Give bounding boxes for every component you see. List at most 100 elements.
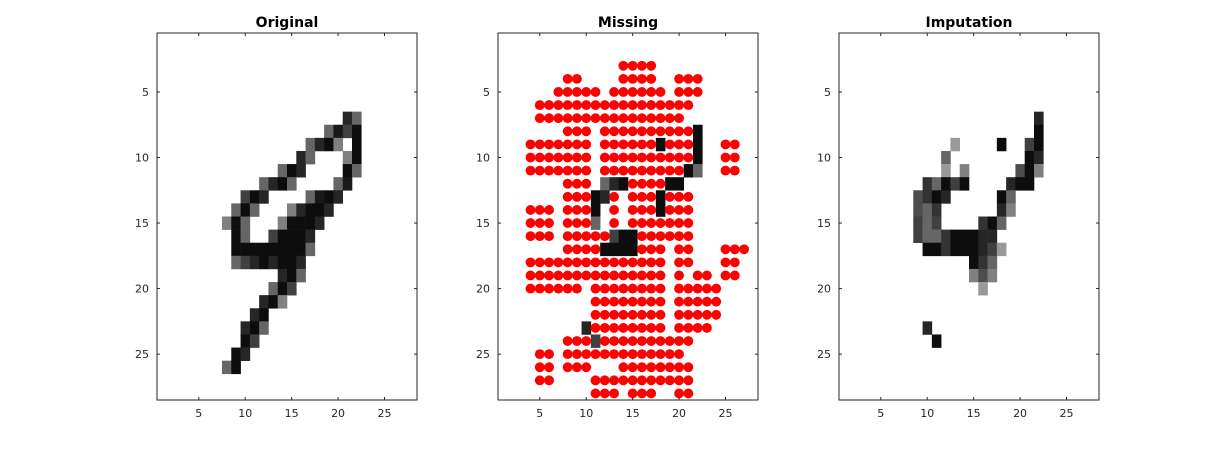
missing-marker — [572, 270, 582, 281]
image-pixel — [305, 229, 316, 244]
image-pixel — [987, 242, 998, 257]
image-pixel — [277, 177, 288, 191]
subplot-missing: Missing 5 10 15 20 25 5 10 15 20 25 — [476, 15, 759, 420]
missing-marker — [692, 322, 703, 333]
missing-marker — [674, 336, 684, 346]
missing-marker — [720, 152, 731, 163]
missing-marker — [655, 244, 666, 255]
image-pixel — [693, 150, 703, 165]
missing-marker — [692, 283, 703, 294]
missing-marker — [646, 126, 657, 137]
missing-marker — [544, 349, 554, 360]
missing-marker — [637, 257, 647, 268]
missing-marker — [655, 152, 666, 163]
missing-marker — [544, 100, 554, 111]
missing-marker — [525, 231, 536, 242]
y-tick-label: 20 — [476, 283, 490, 296]
missing-marker — [637, 126, 647, 137]
missing-marker — [646, 191, 657, 202]
missing-marker — [627, 296, 638, 307]
missing-marker — [618, 322, 629, 333]
missing-marker — [590, 349, 601, 360]
image-pixel — [333, 177, 344, 191]
missing-marker — [581, 218, 592, 228]
missing-marker — [702, 296, 712, 307]
missing-marker — [674, 388, 684, 399]
missing-marker — [572, 139, 582, 150]
missing-marker — [655, 178, 666, 189]
missing-marker — [562, 113, 573, 124]
missing-marker — [581, 205, 592, 215]
missing-marker — [655, 322, 666, 333]
missing-marker — [655, 296, 666, 307]
image-pixel — [277, 164, 288, 178]
missing-marker — [637, 178, 647, 189]
subplot-imputation: Imputation 5 10 15 20 25 5 10 15 20 25 — [817, 15, 1100, 420]
image-pixel — [618, 177, 629, 191]
missing-marker — [609, 322, 619, 333]
x-tick-label: 15 — [285, 407, 299, 420]
missing-marker — [590, 309, 601, 320]
missing-marker — [683, 191, 694, 202]
image-pixel — [931, 242, 942, 257]
image-pixel — [693, 164, 703, 178]
missing-marker — [674, 296, 684, 307]
missing-marker — [544, 362, 554, 373]
missing-marker — [655, 113, 666, 124]
missing-marker — [692, 87, 703, 97]
missing-marker — [646, 309, 657, 320]
missing-marker — [702, 270, 712, 281]
image-pixel — [1024, 137, 1035, 152]
missing-marker — [544, 283, 554, 294]
image-pixel — [922, 321, 933, 335]
missing-marker — [534, 218, 545, 228]
image-pixel — [277, 216, 288, 230]
missing-marker — [627, 139, 638, 150]
image-pixel — [231, 242, 241, 257]
missing-marker — [609, 257, 619, 268]
image-pixel — [978, 255, 988, 270]
image-pixel — [240, 347, 251, 361]
image-pixel — [913, 216, 923, 230]
missing-marker — [599, 349, 610, 360]
missing-marker — [664, 375, 675, 386]
image-pixel — [259, 242, 269, 257]
image-pixel — [987, 229, 998, 244]
image-pixel — [324, 124, 334, 139]
missing-marker — [637, 165, 647, 176]
missing-marker — [581, 152, 592, 163]
missing-marker — [655, 231, 666, 242]
missing-marker — [590, 375, 601, 386]
image-pixel — [1024, 177, 1035, 191]
image-pixel — [618, 242, 629, 257]
missing-marker — [553, 270, 564, 281]
missing-marker — [655, 218, 666, 228]
image-pixel — [352, 124, 362, 139]
missing-marker — [674, 152, 684, 163]
missing-marker — [702, 309, 712, 320]
image-pixel — [913, 190, 923, 204]
image-pixel — [655, 190, 666, 204]
missing-marker — [664, 231, 675, 242]
missing-marker — [627, 283, 638, 294]
missing-marker — [627, 113, 638, 124]
missing-marker — [609, 375, 619, 386]
missing-marker — [562, 231, 573, 242]
image-pixel — [296, 268, 306, 283]
missing-marker — [646, 73, 657, 84]
image-pixel — [978, 242, 988, 257]
missing-marker — [572, 178, 582, 189]
missing-marker — [581, 270, 592, 281]
missing-marker — [534, 270, 545, 281]
missing-marker — [609, 283, 619, 294]
missing-marker — [692, 270, 703, 281]
image-pixel — [959, 229, 970, 244]
image-pixel — [600, 190, 610, 204]
image-pixel — [277, 295, 288, 309]
y-tick-label: 10 — [476, 152, 490, 165]
missing-marker — [655, 375, 666, 386]
missing-marker — [637, 309, 647, 320]
missing-marker — [683, 244, 694, 255]
missing-marker — [609, 205, 619, 215]
missing-marker — [572, 152, 582, 163]
